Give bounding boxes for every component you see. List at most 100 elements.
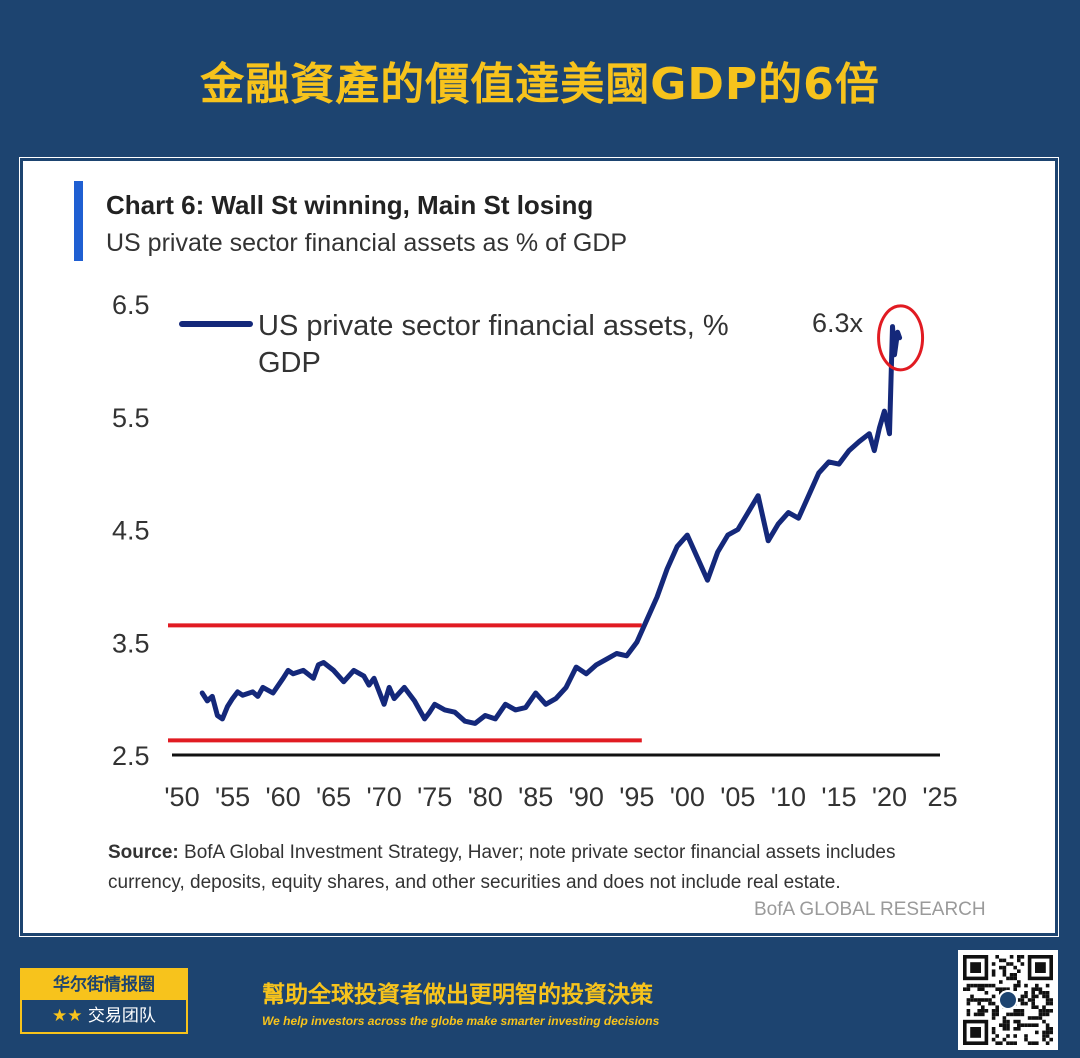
qr-module [1042, 1030, 1046, 1035]
qr-module [966, 1009, 971, 1013]
qr-code-icon[interactable] [958, 950, 1058, 1050]
x-tick-label: '90 [569, 782, 604, 812]
y-tick-label: 6.5 [112, 290, 150, 320]
qr-module [1031, 1001, 1035, 1006]
qr-module [999, 965, 1003, 970]
qr-module [1013, 987, 1017, 991]
qr-module [1020, 1001, 1025, 1006]
qr-module [1038, 1012, 1043, 1017]
qr-module [1045, 1001, 1050, 1006]
qr-module [999, 991, 1003, 995]
qr-module [999, 980, 1003, 984]
qr-module [1031, 1041, 1035, 1045]
qr-module [1038, 987, 1043, 991]
y-tick-label: 2.5 [112, 741, 150, 771]
qr-module [1049, 998, 1053, 1002]
qr-module [1009, 962, 1014, 966]
qr-module [973, 998, 978, 1002]
source-note: Source: BofA Global Investment Strategy,… [108, 838, 938, 898]
qr-module [1017, 983, 1021, 988]
peak-annotation: 6.3x [812, 308, 864, 338]
qr-module [1045, 1027, 1050, 1031]
qr-module [1017, 969, 1021, 973]
qr-module [999, 958, 1003, 963]
qr-module [1035, 987, 1039, 991]
series-line [199, 324, 903, 726]
qr-module [966, 983, 971, 988]
qr-module [1045, 991, 1050, 995]
qr-module [991, 1016, 996, 1020]
qr-module [1020, 955, 1025, 959]
x-tick-label: '25 [922, 782, 957, 812]
x-tick-label: '00 [670, 782, 705, 812]
qr-module [1038, 1009, 1043, 1013]
qr-module [1049, 1027, 1053, 1031]
banner-title: 金融資產的價值達美國GDP的6倍 [200, 59, 880, 110]
qr-module [991, 983, 996, 988]
qr-module [1035, 994, 1039, 999]
qr-module [991, 1001, 996, 1006]
qr-module [1045, 1034, 1050, 1038]
qr-module [1020, 1009, 1025, 1013]
qr-module [988, 983, 992, 988]
qr-module [1002, 1027, 1007, 1031]
qr-module [1002, 973, 1007, 977]
qr-module [1017, 1023, 1021, 1027]
qr-module [966, 998, 971, 1002]
qr-module [1009, 1012, 1014, 1017]
qr-module [1035, 983, 1039, 988]
qr-module [1031, 991, 1035, 995]
x-tick-label: '05 [720, 782, 755, 812]
qr-module [973, 983, 978, 988]
x-tick-label: '20 [872, 782, 907, 812]
qr-module [1031, 998, 1035, 1002]
qr-module [1024, 991, 1028, 995]
qr-module [995, 987, 999, 991]
qr-module [1042, 994, 1046, 999]
qr-module [1038, 1016, 1043, 1020]
x-tick-label: '80 [468, 782, 503, 812]
qr-module [1042, 1034, 1046, 1038]
qr-module [1042, 1009, 1046, 1013]
x-tick-label: '95 [619, 782, 654, 812]
qr-module [991, 1027, 996, 1031]
legend-label-line2: GDP [258, 347, 321, 379]
source-label: Source: [108, 842, 179, 863]
qr-module [999, 987, 1003, 991]
qr-module [1013, 965, 1017, 970]
qr-module [1009, 955, 1014, 959]
qr-module [995, 955, 999, 959]
qr-module [1031, 994, 1035, 999]
qr-module [970, 983, 974, 988]
qr-module [1020, 994, 1025, 999]
qr-module [991, 1037, 996, 1042]
qr-module [1024, 1001, 1028, 1006]
x-tick-label: '65 [316, 782, 351, 812]
qr-module [1017, 998, 1021, 1002]
qr-module [991, 962, 996, 966]
qr-module [1013, 976, 1017, 981]
x-tick-label: '75 [417, 782, 452, 812]
qr-module [991, 973, 996, 977]
qr-module [1045, 994, 1050, 999]
qr-module [1049, 1030, 1053, 1035]
qr-module [1006, 1041, 1010, 1045]
brand-team: ★★ 交易团队 [22, 1000, 186, 1032]
qr-module [1045, 1012, 1050, 1017]
qr-module [963, 987, 967, 991]
qr-module [1031, 1023, 1035, 1027]
qr-module [1042, 1019, 1046, 1024]
qr-module [1042, 1012, 1046, 1017]
x-tick-label: '85 [518, 782, 553, 812]
qr-module [1035, 1030, 1039, 1035]
qr-module [999, 1041, 1003, 1045]
qr-module [1013, 1009, 1017, 1013]
qr-module [1002, 958, 1007, 963]
x-tick-label: '15 [821, 782, 856, 812]
qr-module [1002, 1019, 1007, 1024]
qr-module [1049, 1037, 1053, 1042]
qr-module [1020, 962, 1025, 966]
qr-module [1045, 998, 1050, 1002]
qr-module [991, 1030, 996, 1035]
qr-module [1024, 1034, 1028, 1038]
